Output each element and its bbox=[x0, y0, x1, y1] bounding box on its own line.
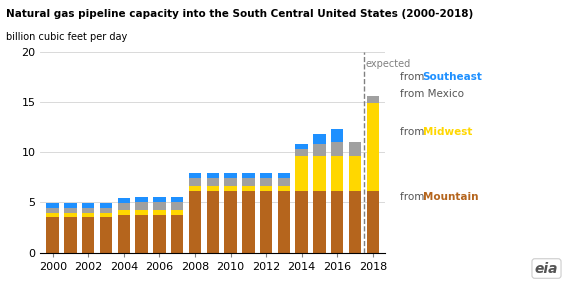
Bar bbox=[331, 142, 343, 156]
Bar bbox=[206, 191, 219, 253]
Bar bbox=[367, 103, 379, 191]
Bar bbox=[82, 203, 94, 208]
Text: Southeast: Southeast bbox=[423, 72, 482, 82]
Bar bbox=[153, 197, 166, 202]
Text: billion cubic feet per day: billion cubic feet per day bbox=[6, 32, 127, 42]
Bar bbox=[64, 208, 76, 214]
Bar bbox=[349, 191, 361, 253]
Bar bbox=[64, 203, 76, 208]
Bar bbox=[82, 218, 94, 253]
Bar bbox=[260, 173, 273, 178]
Bar bbox=[118, 198, 130, 203]
Text: Midwest: Midwest bbox=[423, 127, 472, 137]
Bar bbox=[135, 197, 148, 202]
Bar bbox=[171, 215, 183, 253]
Bar bbox=[135, 215, 148, 253]
Bar bbox=[100, 218, 112, 253]
Bar bbox=[189, 191, 201, 253]
Bar bbox=[224, 173, 237, 178]
Bar bbox=[331, 191, 343, 253]
Bar bbox=[118, 203, 130, 210]
Bar bbox=[331, 156, 343, 191]
Bar bbox=[82, 208, 94, 214]
Bar bbox=[278, 186, 290, 191]
Bar bbox=[47, 203, 59, 208]
Bar bbox=[100, 203, 112, 208]
Bar bbox=[64, 218, 76, 253]
Bar bbox=[135, 210, 148, 215]
Bar bbox=[278, 178, 290, 186]
Text: from: from bbox=[400, 192, 427, 202]
Bar bbox=[171, 210, 183, 215]
Text: eia: eia bbox=[535, 261, 558, 276]
Bar bbox=[296, 156, 308, 191]
Bar bbox=[153, 215, 166, 253]
Text: from: from bbox=[400, 127, 427, 137]
Bar bbox=[296, 149, 308, 156]
Bar bbox=[260, 178, 273, 186]
Text: Natural gas pipeline capacity into the South Central United States (2000-2018): Natural gas pipeline capacity into the S… bbox=[6, 9, 473, 19]
Bar bbox=[367, 191, 379, 253]
Bar bbox=[171, 197, 183, 202]
Bar bbox=[296, 144, 308, 149]
Bar bbox=[206, 173, 219, 178]
Bar bbox=[260, 191, 273, 253]
Bar bbox=[242, 178, 255, 186]
Text: from: from bbox=[400, 72, 427, 82]
Bar bbox=[242, 191, 255, 253]
Text: from Mexico: from Mexico bbox=[400, 89, 463, 99]
Bar bbox=[367, 96, 379, 103]
Bar bbox=[224, 191, 237, 253]
Bar bbox=[313, 156, 325, 191]
Bar bbox=[242, 186, 255, 191]
Bar bbox=[153, 210, 166, 215]
Bar bbox=[224, 186, 237, 191]
Bar bbox=[47, 208, 59, 214]
Bar bbox=[331, 129, 343, 142]
Bar bbox=[349, 142, 361, 156]
Bar bbox=[313, 134, 325, 144]
Bar bbox=[224, 178, 237, 186]
Text: expected: expected bbox=[366, 59, 411, 69]
Text: Mountain: Mountain bbox=[423, 192, 478, 202]
Bar bbox=[260, 186, 273, 191]
Bar bbox=[206, 178, 219, 186]
Bar bbox=[189, 173, 201, 178]
Bar bbox=[153, 202, 166, 210]
Bar bbox=[242, 173, 255, 178]
Bar bbox=[100, 214, 112, 218]
Bar bbox=[313, 144, 325, 156]
Bar bbox=[296, 191, 308, 253]
Bar bbox=[118, 210, 130, 215]
Bar bbox=[278, 191, 290, 253]
Bar bbox=[206, 186, 219, 191]
Bar bbox=[278, 173, 290, 178]
Bar bbox=[100, 208, 112, 214]
Bar bbox=[64, 214, 76, 218]
Bar bbox=[189, 186, 201, 191]
Bar bbox=[82, 214, 94, 218]
Bar bbox=[313, 191, 325, 253]
Bar bbox=[349, 156, 361, 191]
Bar bbox=[189, 178, 201, 186]
Bar bbox=[118, 215, 130, 253]
Bar bbox=[135, 202, 148, 210]
Bar bbox=[171, 202, 183, 210]
Bar bbox=[47, 214, 59, 218]
Bar bbox=[47, 218, 59, 253]
